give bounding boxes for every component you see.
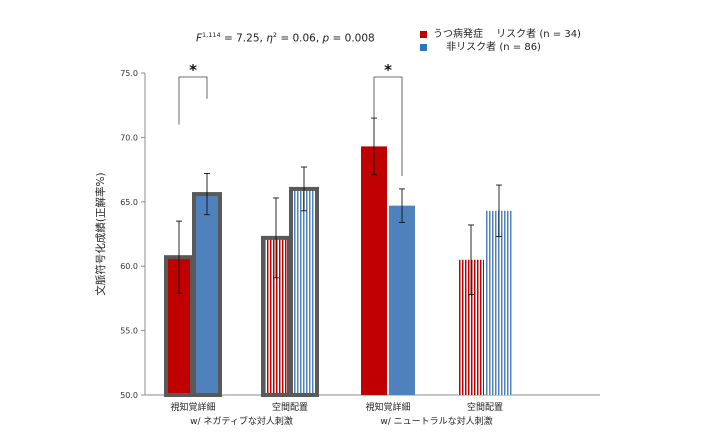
y-tick-label: 55.0 <box>120 327 138 336</box>
x-group-label: w/ ニュートラルな対人刺激 <box>380 415 492 427</box>
stat-result-text: F1,114 = 7.25, η2 = 0.06, p = 0.008 <box>196 31 375 45</box>
y-tick-label: 70.0 <box>120 133 138 142</box>
bar-nonrisk-3 <box>486 210 512 395</box>
legend-item-nonrisk: 非リスク者 (n = 86) <box>420 41 581 54</box>
bar-nonrisk-2 <box>389 205 415 395</box>
y-tick-label: 50.0 <box>120 391 138 400</box>
significance-star: * <box>384 61 392 79</box>
x-group-label: w/ ネガティブな対人刺激 <box>190 415 293 427</box>
y-tick-label: 60.0 <box>120 262 138 271</box>
legend-label-nonrisk: 非リスク者 (n = 86) <box>433 42 541 53</box>
x-category-label: 視知覚詳細 <box>170 401 215 413</box>
bar-nonrisk-1 <box>289 186 319 397</box>
bar-nonrisk-0 <box>192 192 222 397</box>
significance-star: * <box>189 61 197 79</box>
x-category-label: 空間配置 <box>272 401 308 413</box>
legend-swatch-risk <box>420 31 427 38</box>
x-category-label: 視知覚詳細 <box>365 401 410 413</box>
legend-label-risk: うつ病発症 リスク者 (n = 34) <box>433 29 581 40</box>
y-tick-label: 75.0 <box>120 69 138 78</box>
legend: うつ病発症 リスク者 (n = 34) 非リスク者 (n = 86) <box>420 28 581 54</box>
legend-swatch-nonrisk <box>420 44 427 51</box>
legend-item-risk: うつ病発症 リスク者 (n = 34) <box>420 28 581 41</box>
y-axis-label: 文脈符号化成績(正解率%) <box>94 172 107 295</box>
significance-bracket <box>373 76 403 177</box>
x-category-label: 空間配置 <box>467 401 503 413</box>
significance-bracket <box>178 76 208 125</box>
y-tick-label: 65.0 <box>120 198 138 207</box>
bar-risk-2 <box>361 146 387 395</box>
